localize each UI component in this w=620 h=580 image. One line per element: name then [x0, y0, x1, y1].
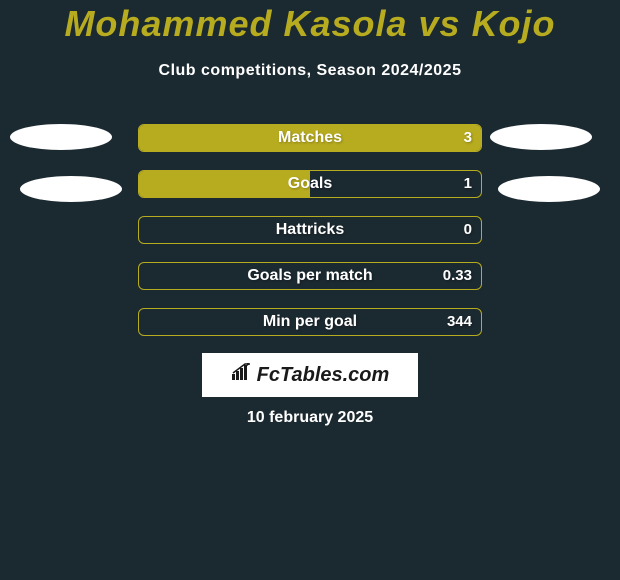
stat-bar-track: [138, 216, 482, 244]
stat-bar-fill: [139, 171, 310, 197]
stat-bar-track: [138, 262, 482, 290]
decorative-oval: [498, 176, 600, 202]
decorative-oval: [490, 124, 592, 150]
stat-bar-row: Goals per match0.33: [0, 262, 620, 290]
stat-bar-row: Hattricks0: [0, 216, 620, 244]
logo-box: FcTables.com: [202, 353, 418, 397]
stats-comparison-card: Mohammed Kasola vs Kojo Club competition…: [0, 0, 620, 580]
date-text: 10 february 2025: [0, 409, 620, 427]
stat-bar-row: Min per goal344: [0, 308, 620, 336]
page-title: Mohammed Kasola vs Kojo: [0, 3, 620, 45]
chart-icon: [231, 363, 253, 387]
stat-bars-area: Matches3Goals1Hattricks0Goals per match0…: [0, 124, 620, 354]
logo: FcTables.com: [231, 363, 390, 387]
stat-bar-track: [138, 308, 482, 336]
page-subtitle: Club competitions, Season 2024/2025: [0, 62, 620, 80]
logo-text: FcTables.com: [257, 364, 390, 387]
decorative-oval: [10, 124, 112, 150]
decorative-oval: [20, 176, 122, 202]
stat-bar-fill: [139, 125, 481, 151]
